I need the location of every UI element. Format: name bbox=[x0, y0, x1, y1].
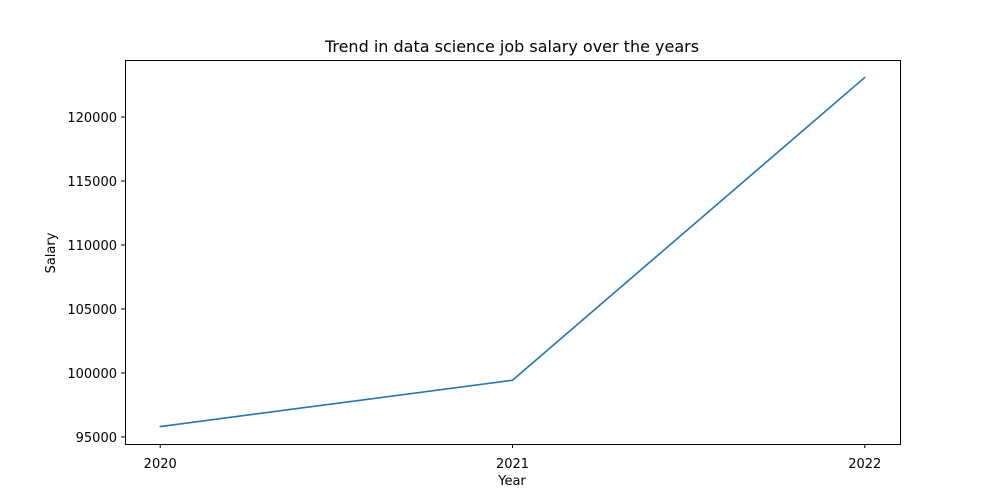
y-tick-label: 95000 bbox=[76, 431, 117, 446]
x-axis-ticks: 2020 2021 2022 bbox=[144, 444, 881, 472]
y-axis-ticks: 95000 100000 105000 110000 115000 120000 bbox=[67, 111, 125, 446]
y-axis-label: Salary bbox=[44, 232, 59, 273]
series-line bbox=[159, 76, 866, 428]
plot-area bbox=[125, 60, 901, 445]
y-tick-label: 105000 bbox=[67, 303, 117, 318]
x-tick-label: 2020 bbox=[144, 457, 177, 472]
x-tick-label: 2022 bbox=[848, 457, 881, 472]
y-tick-label: 120000 bbox=[67, 111, 117, 126]
y-tick-label: 100000 bbox=[67, 367, 117, 382]
plot-frame bbox=[125, 60, 901, 445]
x-tick-label: 2021 bbox=[496, 457, 529, 472]
x-axis-label: Year bbox=[497, 474, 526, 489]
y-tick-label: 110000 bbox=[67, 239, 117, 254]
chart-title: Trend in data science job salary over th… bbox=[324, 37, 699, 56]
y-tick-label: 115000 bbox=[67, 175, 117, 190]
series-layer bbox=[159, 76, 866, 428]
